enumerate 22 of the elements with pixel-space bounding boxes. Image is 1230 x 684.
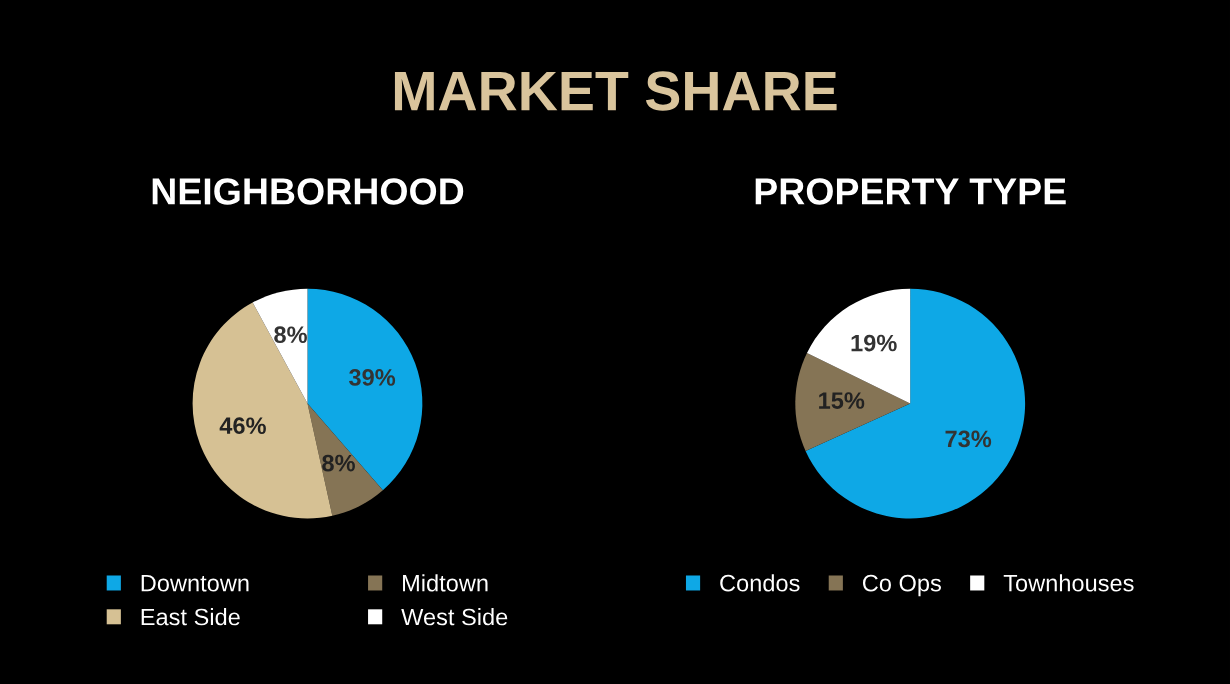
pie-slice (795, 353, 911, 452)
data-label: 8% (274, 326, 307, 344)
pie-slice (805, 288, 1026, 519)
legend-label: Townhouses (1003, 574, 1134, 592)
pie-slice (307, 403, 383, 516)
data-label: 19% (851, 334, 897, 352)
data-label: 8% (322, 454, 355, 472)
data-label: 39% (349, 369, 396, 386)
legend-label: Co Ops (862, 574, 941, 597)
legend-label: West Side (401, 608, 508, 626)
legend-label: Midtown (403, 574, 488, 592)
data-label: 15% (819, 392, 865, 409)
legend-label: Condos (720, 574, 800, 592)
text: MARKET SHARE (394, 71, 837, 111)
legend-label: East Side (141, 608, 240, 626)
data-label: 46% (219, 417, 266, 435)
chart-title: NEIGHBORHOOD (152, 178, 464, 205)
pie-slice (252, 288, 308, 404)
data-label: 73% (945, 430, 992, 448)
pie-slice (307, 288, 423, 491)
legend-label: Downtown (141, 575, 249, 592)
chart-title: PROPERTY TYPE (755, 178, 1066, 205)
